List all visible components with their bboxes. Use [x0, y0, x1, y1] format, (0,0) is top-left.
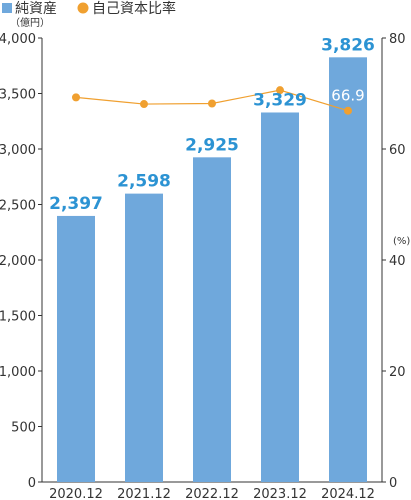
bar-value-label: 3,826	[321, 35, 375, 55]
bar	[261, 112, 299, 482]
x-tick-label: 2020.12	[49, 487, 103, 500]
equity-ratio-value-label: 70.6	[263, 66, 296, 84]
right-tick-label: 0	[389, 476, 397, 491]
left-tick-label: 3,000	[0, 143, 36, 158]
legend-label-equity-ratio: 自己資本比率	[92, 0, 176, 17]
data-labels: 2,397 2,598 2,925 3,329 3,826 69.3 68.1 68.2 70.…	[49, 35, 375, 214]
left-tick-label: 3,500	[0, 88, 36, 103]
x-tick-label: 2023.12	[253, 487, 307, 500]
right-tick-label: 20	[389, 365, 406, 380]
bar-value-label: 3,329	[253, 90, 307, 110]
left-tick-label: 1,500	[0, 310, 36, 325]
bar-value-label: 2,598	[117, 172, 171, 192]
left-tick-label: 4,000	[0, 32, 36, 47]
equity-ratio-value-label: 69.3	[59, 73, 92, 91]
equity-ratio-point	[208, 99, 216, 108]
bar	[57, 215, 95, 483]
x-tick-label: 2024.12	[321, 487, 375, 500]
right-axis-unit: (%)	[393, 236, 410, 247]
axes: 0 500 1,000 1,500 2,000 2,500 3,000 3,500 4,000 0…	[0, 32, 406, 500]
legend: 純資産 自己資本比率	[2, 0, 176, 17]
legend-label-net-assets: 純資産	[15, 1, 57, 17]
equity-ratio-point	[344, 106, 352, 115]
bar	[193, 157, 231, 482]
left-tick-label: 2,500	[0, 199, 36, 214]
bar	[329, 57, 367, 483]
left-tick-label: 1,000	[0, 365, 36, 380]
left-tick-label: 0	[28, 476, 36, 491]
legend-swatch-equity-ratio	[77, 2, 89, 14]
right-tick-label: 60	[389, 143, 406, 158]
legend-swatch-net-assets	[2, 3, 12, 13]
bars	[57, 57, 367, 483]
equity-ratio-point	[72, 93, 80, 102]
equity-ratio-point	[140, 100, 148, 109]
equity-ratio-value-label: 66.9	[331, 87, 364, 105]
x-tick-label: 2022.12	[185, 487, 239, 500]
x-tick-label: 2021.12	[117, 487, 171, 500]
right-tick-label: 40	[389, 254, 406, 269]
bar	[125, 193, 163, 482]
left-axis-unit: （億円）	[10, 16, 50, 29]
right-tick-label: 80	[389, 32, 406, 47]
bar-value-label: 2,925	[185, 135, 239, 155]
equity-ratio-line	[72, 86, 352, 115]
left-tick-label: 2,000	[0, 254, 36, 269]
bar-value-label: 2,397	[49, 194, 103, 214]
equity-ratio-value-label: 68.1	[127, 80, 160, 98]
left-tick-label: 500	[11, 421, 36, 436]
equity-ratio-value-label: 68.2	[195, 79, 228, 97]
equity-ratio-point	[276, 86, 284, 95]
